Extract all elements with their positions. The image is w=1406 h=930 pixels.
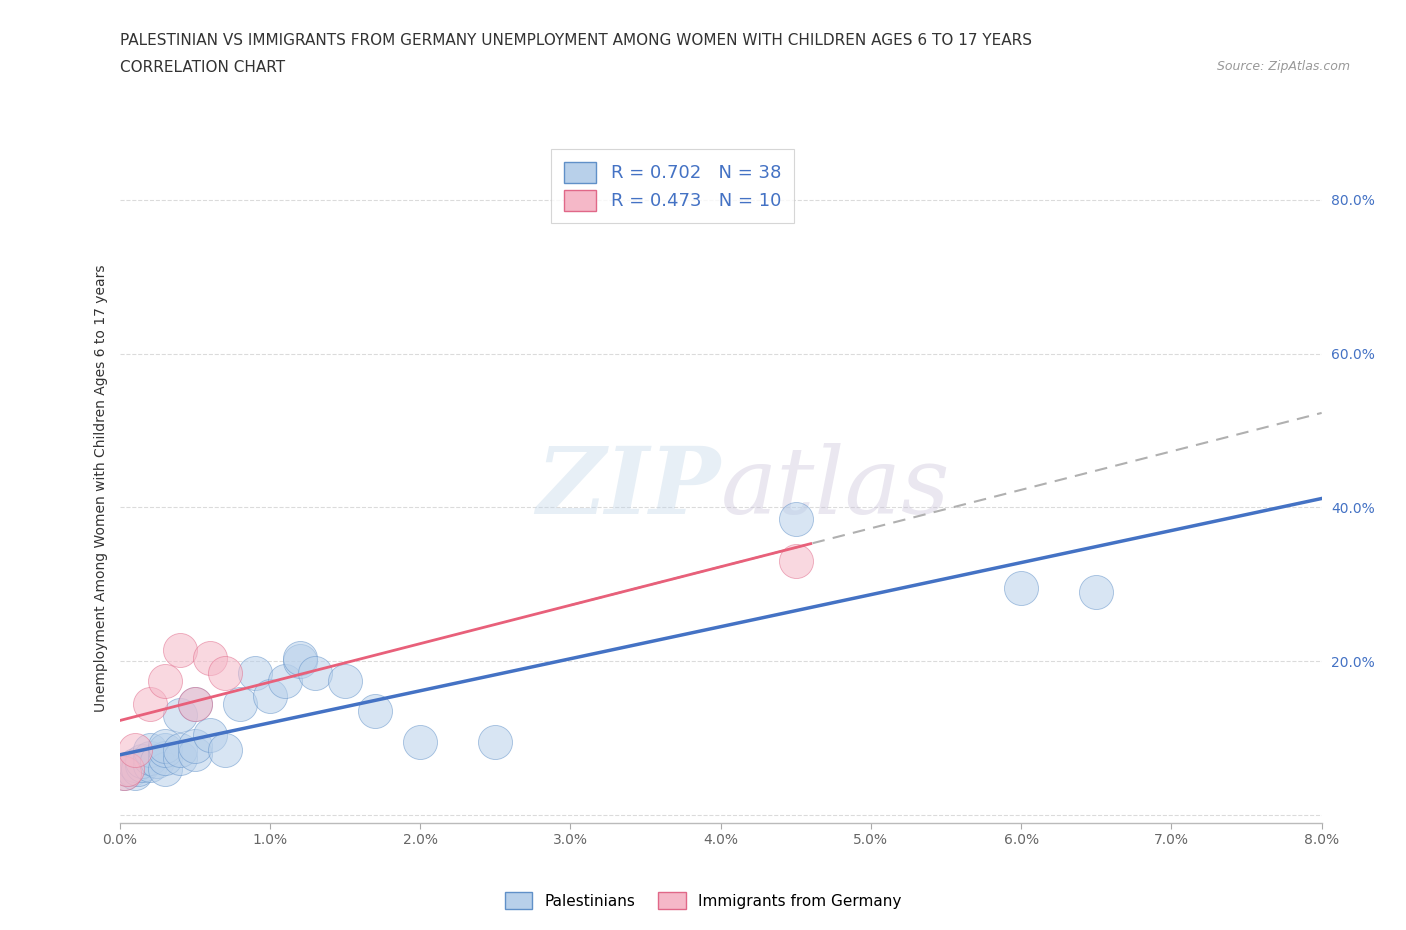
Point	[183, 747, 205, 762]
Point	[138, 751, 160, 765]
Legend: Palestinians, Immigrants from Germany: Palestinians, Immigrants from Germany	[499, 886, 907, 915]
Text: PALESTINIAN VS IMMIGRANTS FROM GERMANY UNEMPLOYMENT AMONG WOMEN WITH CHILDREN AG: PALESTINIAN VS IMMIGRANTS FROM GERMANY U…	[120, 33, 1032, 47]
Point	[169, 751, 191, 765]
Point	[288, 654, 311, 669]
Point	[288, 650, 311, 665]
Point	[333, 673, 356, 688]
Point	[124, 765, 146, 780]
Point	[183, 697, 205, 711]
Point	[138, 697, 160, 711]
Point	[259, 688, 281, 703]
Point	[243, 666, 266, 681]
Point	[115, 762, 138, 777]
Point	[214, 666, 236, 681]
Point	[304, 666, 326, 681]
Point	[364, 704, 387, 719]
Point	[484, 735, 506, 750]
Point	[785, 512, 807, 526]
Point	[198, 650, 221, 665]
Point	[112, 765, 135, 780]
Text: CORRELATION CHART: CORRELATION CHART	[120, 60, 284, 75]
Point	[124, 742, 146, 757]
Text: Source: ZipAtlas.com: Source: ZipAtlas.com	[1216, 60, 1350, 73]
Y-axis label: Unemployment Among Women with Children Ages 6 to 17 years: Unemployment Among Women with Children A…	[94, 264, 108, 712]
Point	[153, 762, 176, 777]
Point	[127, 762, 149, 777]
Point	[183, 738, 205, 753]
Point	[131, 758, 153, 773]
Point	[785, 554, 807, 569]
Point	[214, 742, 236, 757]
Point	[198, 727, 221, 742]
Point	[169, 742, 191, 757]
Point	[131, 754, 153, 769]
Point	[121, 762, 143, 777]
Point	[1010, 581, 1032, 596]
Text: ZIP: ZIP	[536, 444, 720, 533]
Point	[183, 697, 205, 711]
Legend: R = 0.702   N = 38, R = 0.473   N = 10: R = 0.702 N = 38, R = 0.473 N = 10	[551, 149, 794, 223]
Point	[138, 742, 160, 757]
Point	[274, 673, 297, 688]
Point	[153, 751, 176, 765]
Point	[169, 643, 191, 658]
Point	[124, 758, 146, 773]
Point	[112, 765, 135, 780]
Point	[115, 762, 138, 777]
Point	[228, 697, 252, 711]
Point	[138, 758, 160, 773]
Point	[1085, 585, 1108, 600]
Point	[153, 738, 176, 753]
Text: atlas: atlas	[720, 444, 950, 533]
Point	[146, 754, 169, 769]
Point	[409, 735, 432, 750]
Point	[153, 673, 176, 688]
Point	[153, 742, 176, 757]
Point	[169, 708, 191, 723]
